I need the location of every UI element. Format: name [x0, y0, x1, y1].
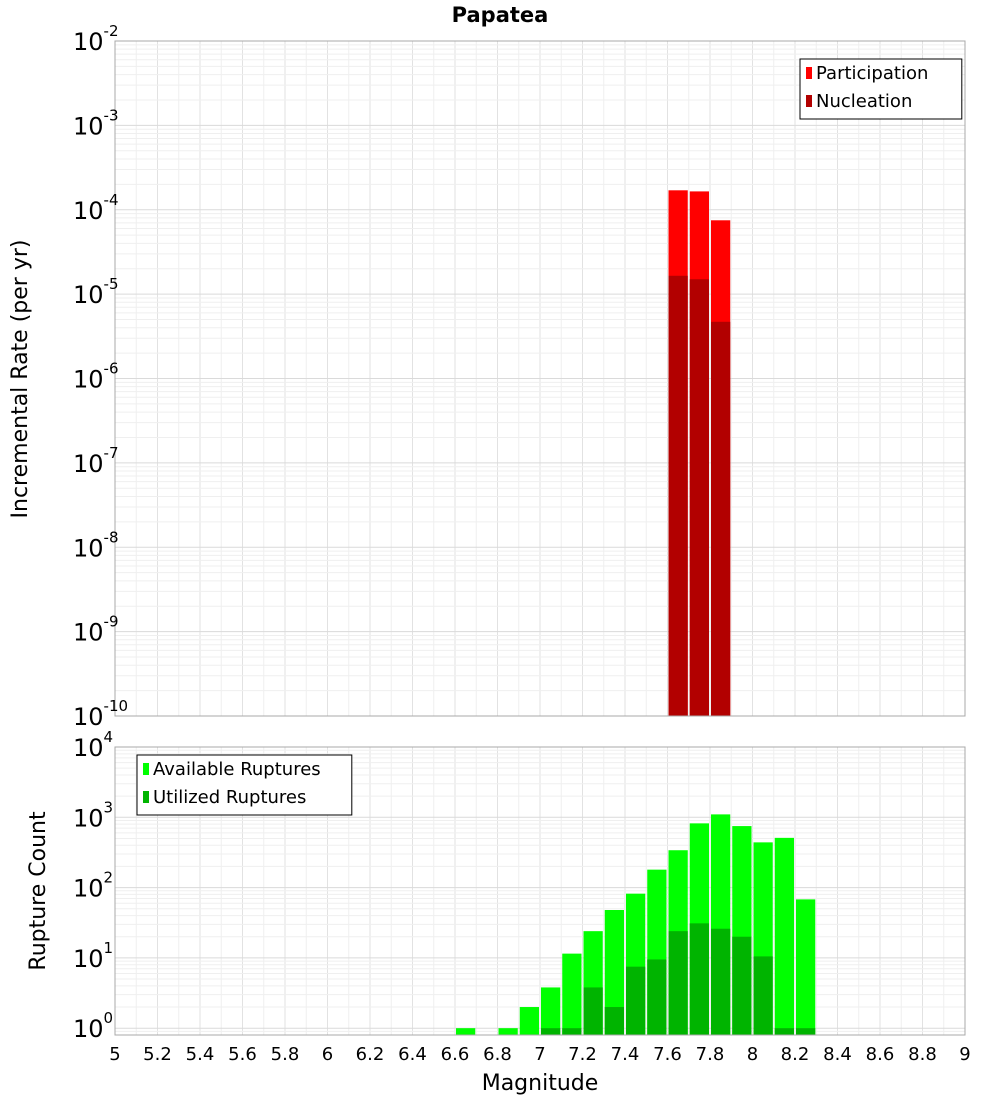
y-tick-label: 10-9	[73, 613, 119, 647]
chart-title: Papatea	[452, 3, 549, 27]
x-tick-label: 7.2	[568, 1044, 597, 1065]
bottom-bar-utilized-ruptures	[689, 923, 709, 1035]
y-tick-label: 10-10	[73, 697, 128, 731]
legend-label: Participation	[816, 63, 928, 84]
bottom-bar-utilized-ruptures	[647, 959, 667, 1035]
x-tick-label: 6.6	[441, 1044, 470, 1065]
x-tick-label: 8.2	[781, 1044, 810, 1065]
bottom-bar-utilized-ruptures	[562, 1028, 582, 1035]
top-panel: 10-10 10-9 10-8 10-7 10-6 10-5 10-4 10-3 10-2 Par…	[73, 22, 966, 731]
bottom-bar-utilized-ruptures	[796, 1028, 816, 1035]
bottom-legend: Available Ruptures Utilized Ruptures	[136, 754, 353, 816]
x-tick-label: 5.8	[271, 1044, 300, 1065]
y-tick-label: 10-8	[73, 528, 119, 562]
bottom-bar-available-ruptures	[541, 987, 561, 1035]
bottom-bar-available-ruptures	[796, 899, 816, 1035]
legend-label: Utilized Ruptures	[153, 787, 306, 808]
bottom-bar-available-ruptures	[604, 910, 624, 1035]
x-ticks: 5 5.2 5.4 5.6 5.8 6 6.2 6.4 6.6 6.8 7 7.2 7.4 7.6 7.8 8…	[109, 1044, 970, 1065]
x-tick-label: 8.4	[823, 1044, 852, 1065]
legend-swatch	[143, 791, 149, 803]
bottom-bar-utilized-ruptures	[604, 1007, 624, 1035]
x-tick-label: 7	[534, 1044, 545, 1065]
top-y-ticks: 10-10 10-9 10-8 10-7 10-6 10-5 10-4 10-3 10-2	[73, 22, 128, 731]
bottom-y-ticks: 100 101 102 103 104	[73, 728, 113, 1043]
bottom-bar-utilized-ruptures	[711, 928, 731, 1035]
top-bar-nucleation	[668, 275, 688, 716]
top-grid	[114, 40, 966, 717]
x-tick-label: 9	[959, 1044, 970, 1065]
x-tick-label: 6.4	[398, 1044, 427, 1065]
legend-swatch	[806, 67, 812, 79]
bottom-bar-utilized-ruptures	[668, 931, 688, 1035]
bottom-bar-utilized-ruptures	[774, 1028, 794, 1035]
x-tick-label: 7.6	[653, 1044, 682, 1065]
y-tick-label: 10-3	[73, 106, 119, 140]
legend-label: Nucleation	[816, 91, 912, 112]
x-tick-label: 7.8	[696, 1044, 725, 1065]
bottom-bar-available-ruptures	[562, 953, 582, 1035]
y-tick-label: 104	[73, 728, 113, 762]
legend-box	[799, 58, 963, 120]
x-tick-label: 7.4	[611, 1044, 640, 1065]
legend-box	[136, 754, 353, 816]
x-tick-label: 5.6	[228, 1044, 257, 1065]
x-tick-label: 5	[109, 1044, 120, 1065]
y-tick-label: 10-5	[73, 275, 119, 309]
y-tick-label: 103	[73, 798, 113, 832]
bottom-bar-utilized-ruptures	[732, 936, 752, 1035]
bottom-bar-available-ruptures	[774, 837, 794, 1035]
x-axis-label: Magnitude	[482, 1071, 599, 1096]
bottom-bar-available-ruptures	[456, 1028, 476, 1035]
x-tick-label: 8.8	[908, 1044, 937, 1065]
bottom-y-axis-label: Rupture Count	[26, 811, 51, 971]
y-tick-label: 100	[73, 1009, 113, 1043]
bottom-bar-utilized-ruptures	[626, 966, 646, 1035]
x-tick-label: 6	[322, 1044, 333, 1065]
x-tick-label: 5.4	[186, 1044, 215, 1065]
top-legend: Participation Nucleation	[799, 58, 963, 120]
x-tick-label: 8	[747, 1044, 758, 1065]
y-tick-label: 10-2	[73, 22, 119, 56]
bottom-bar-utilized-ruptures	[753, 956, 773, 1035]
y-tick-label: 102	[73, 869, 113, 903]
top-bar-nucleation	[711, 321, 731, 716]
legend-swatch	[806, 95, 812, 107]
y-tick-label: 10-6	[73, 360, 119, 394]
bottom-bar-available-ruptures	[519, 1007, 539, 1035]
y-tick-label: 10-7	[73, 444, 119, 478]
legend-label: Available Ruptures	[153, 759, 321, 780]
bottom-panel: 100 101 102 103 104 Available Ruptures Utilize…	[73, 728, 971, 1065]
bottom-bars	[456, 814, 816, 1035]
top-bar-nucleation	[689, 279, 709, 716]
top-bars	[668, 190, 731, 717]
top-plot-border	[114, 40, 966, 717]
top-y-axis-label: Incremental Rate (per yr)	[8, 240, 33, 519]
x-tick-label: 6.8	[483, 1044, 512, 1065]
legend-swatch	[143, 763, 149, 775]
bottom-bar-available-ruptures	[498, 1028, 518, 1035]
x-tick-label: 5.2	[143, 1044, 172, 1065]
x-tick-label: 6.2	[356, 1044, 385, 1065]
y-tick-label: 101	[73, 939, 113, 973]
bottom-plot-border	[114, 746, 966, 1036]
bottom-bar-utilized-ruptures	[583, 987, 603, 1035]
y-tick-label: 10-4	[73, 191, 119, 225]
bottom-bar-utilized-ruptures	[541, 1028, 561, 1035]
x-tick-label: 8.6	[866, 1044, 895, 1065]
